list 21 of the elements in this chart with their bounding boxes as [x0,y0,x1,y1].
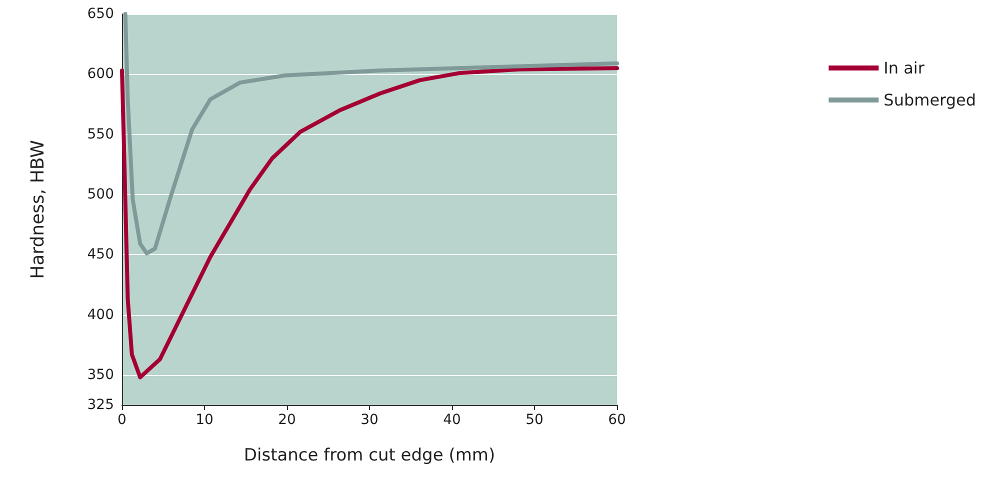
legend-label: Submerged [884,90,976,110]
x-tick-label: 20 [278,412,296,428]
y-axis-title: Hardness, HBW [28,140,48,279]
legend-label: In air [884,58,925,78]
y-tick-label: 500 [87,186,114,202]
x-tick-label: 30 [360,412,378,428]
x-tick-label: 40 [443,412,461,428]
y-tick-label: 350 [87,366,114,383]
y-tick-label: 650 [87,6,114,22]
y-tick-label: 550 [87,126,114,142]
x-tick-label: 0 [118,412,126,428]
x-tick-label: 60 [608,412,626,428]
y-tick-label: 450 [87,246,114,263]
y-tick-label: 600 [87,66,114,82]
y-tick-label: 400 [87,306,114,323]
x-axis-title: Distance from cut edge (mm) [244,446,496,466]
line-series [123,12,619,256]
x-tick-label: 10 [196,412,214,428]
line-series [120,66,619,380]
x-tick-label: 50 [526,412,544,428]
y-tick-label: 325 [87,397,114,413]
